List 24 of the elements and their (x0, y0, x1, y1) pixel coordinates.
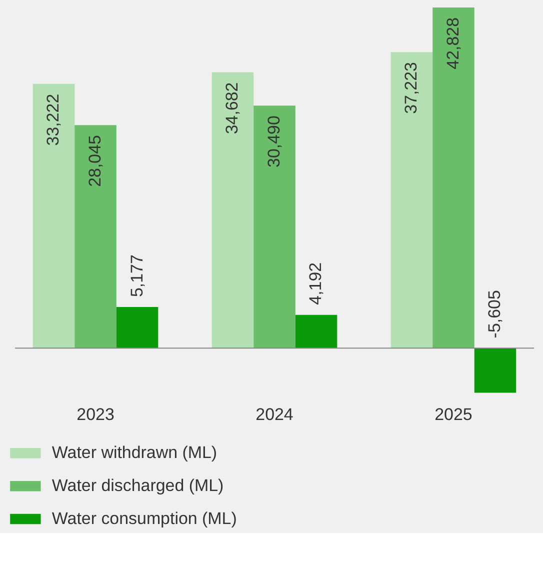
legend-label: Water discharged (ML) (52, 476, 224, 496)
bar (474, 348, 516, 393)
bar (74, 125, 116, 348)
bar (295, 314, 338, 348)
data-label: 5,177 (127, 254, 146, 298)
bar (116, 306, 158, 348)
data-label: 30,490 (264, 116, 284, 168)
data-label: 42,828 (443, 17, 462, 70)
data-label: 34,682 (222, 82, 242, 134)
x-tick-label: 2025 (434, 405, 472, 424)
bar (212, 72, 254, 348)
x-tick-label: 2024 (256, 405, 294, 424)
data-label: 37,223 (402, 62, 421, 114)
bar (432, 7, 474, 348)
bar (390, 52, 433, 348)
data-label: -5,605 (485, 290, 504, 338)
data-label: 33,222 (44, 94, 63, 146)
x-tick-label: 2023 (76, 405, 114, 424)
bar (254, 106, 296, 348)
bar (32, 84, 75, 348)
legend-label: Water withdrawn (ML) (52, 443, 218, 462)
legend-label: Water consumption (ML) (52, 509, 237, 528)
data-label: 28,045 (86, 135, 105, 187)
data-label: 4,192 (306, 262, 326, 305)
